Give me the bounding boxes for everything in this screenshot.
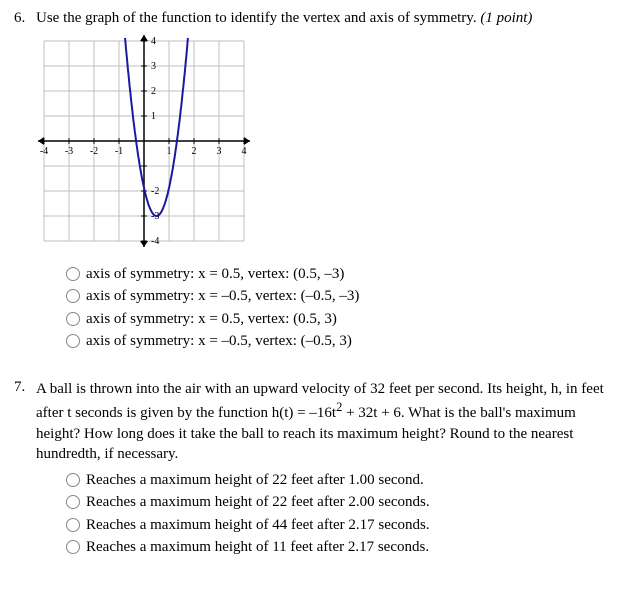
- svg-text:-2: -2: [151, 186, 159, 197]
- svg-text:1: 1: [167, 146, 172, 157]
- svg-text:-4: -4: [151, 236, 159, 247]
- question-7: 7. A ball is thrown into the air with an…: [14, 379, 627, 557]
- svg-text:-4: -4: [40, 146, 48, 157]
- q7-options: Reaches a maximum height of 22 feet afte…: [66, 470, 627, 557]
- q6-number: 6.: [14, 10, 36, 27]
- radio-icon: [66, 289, 80, 303]
- q6-option-c[interactable]: axis of symmetry: x = 0.5, vertex: (0.5,…: [66, 309, 627, 329]
- q6-points: (1 point): [480, 10, 532, 26]
- svg-text:1: 1: [151, 111, 156, 122]
- option-label: Reaches a maximum height of 22 feet afte…: [86, 470, 424, 490]
- q7-option-d[interactable]: Reaches a maximum height of 11 feet afte…: [66, 537, 627, 557]
- svg-text:4: 4: [242, 146, 247, 157]
- radio-icon: [66, 473, 80, 487]
- svg-text:2: 2: [192, 146, 197, 157]
- svg-text:4: 4: [151, 36, 156, 47]
- q7-option-c[interactable]: Reaches a maximum height of 44 feet afte…: [66, 515, 627, 535]
- option-label: Reaches a maximum height of 22 feet afte…: [86, 492, 430, 512]
- radio-icon: [66, 540, 80, 554]
- q6-prompt: 6. Use the graph of the function to iden…: [14, 10, 627, 27]
- question-6: 6. Use the graph of the function to iden…: [14, 10, 627, 351]
- svg-text:-1: -1: [115, 146, 123, 157]
- radio-icon: [66, 495, 80, 509]
- q7-prompt: 7. A ball is thrown into the air with an…: [14, 379, 627, 464]
- q6-option-a[interactable]: axis of symmetry: x = 0.5, vertex: (0.5,…: [66, 264, 627, 284]
- q7-number: 7.: [14, 379, 36, 396]
- q7-option-a[interactable]: Reaches a maximum height of 22 feet afte…: [66, 470, 627, 490]
- q7-line2b: + 32t + 6. What is the ball's maximum: [342, 405, 576, 421]
- option-label: axis of symmetry: x = 0.5, vertex: (0.5,…: [86, 309, 337, 329]
- option-label: Reaches a maximum height of 11 feet afte…: [86, 537, 429, 557]
- option-label: axis of symmetry: x = 0.5, vertex: (0.5,…: [86, 264, 344, 284]
- radio-icon: [66, 334, 80, 348]
- radio-icon: [66, 518, 80, 532]
- q6-option-d[interactable]: axis of symmetry: x = –0.5, vertex: (–0.…: [66, 331, 627, 351]
- q6-option-b[interactable]: axis of symmetry: x = –0.5, vertex: (–0.…: [66, 286, 627, 306]
- q7-line1: A ball is thrown into the air with an up…: [36, 381, 604, 397]
- q6-prompt-text: Use the graph of the function to identif…: [36, 10, 480, 26]
- radio-icon: [66, 267, 80, 281]
- option-label: axis of symmetry: x = –0.5, vertex: (–0.…: [86, 286, 359, 306]
- q6-text: Use the graph of the function to identif…: [36, 10, 627, 27]
- q7-line4: hundredth, if necessary.: [36, 446, 178, 462]
- q7-line3: height? How long does it take the ball t…: [36, 426, 573, 442]
- svg-text:-2: -2: [90, 146, 98, 157]
- q7-text: A ball is thrown into the air with an up…: [36, 379, 627, 464]
- q7-option-b[interactable]: Reaches a maximum height of 22 feet afte…: [66, 492, 627, 512]
- q6-graph: -4-3-2-11234-4-3-21234: [36, 33, 627, 254]
- option-label: Reaches a maximum height of 44 feet afte…: [86, 515, 430, 535]
- q7-line2a: after t seconds is given by the function…: [36, 405, 336, 421]
- option-label: axis of symmetry: x = –0.5, vertex: (–0.…: [86, 331, 352, 351]
- svg-text:-3: -3: [65, 146, 73, 157]
- graph-svg: -4-3-2-11234-4-3-21234: [36, 33, 252, 249]
- svg-text:3: 3: [151, 61, 156, 72]
- svg-text:3: 3: [217, 146, 222, 157]
- svg-text:2: 2: [151, 86, 156, 97]
- radio-icon: [66, 312, 80, 326]
- q6-options: axis of symmetry: x = 0.5, vertex: (0.5,…: [66, 264, 627, 351]
